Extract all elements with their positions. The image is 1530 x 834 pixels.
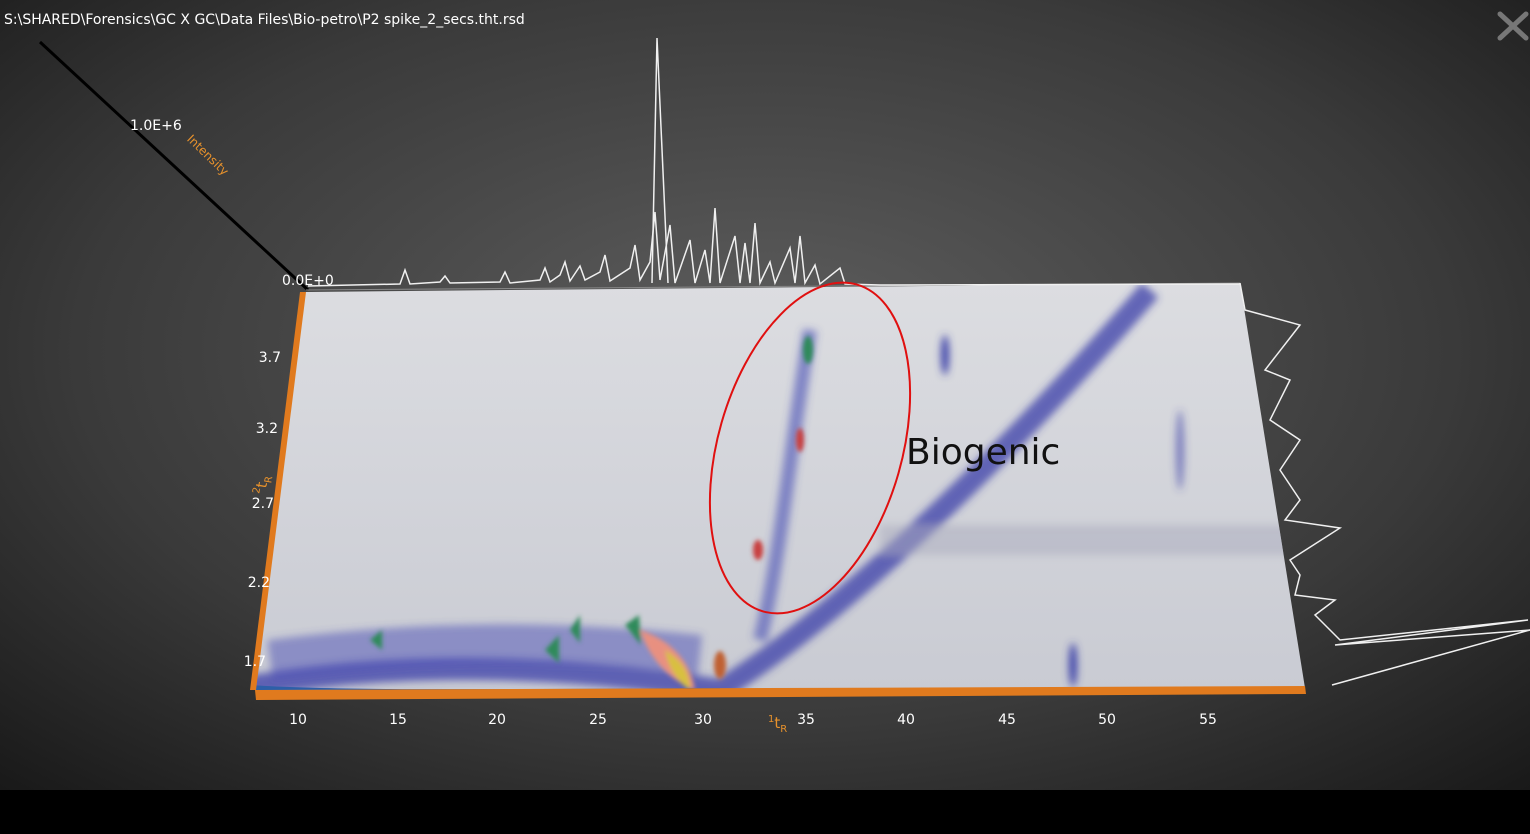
settings-icon[interactable] — [1497, 11, 1529, 41]
x-tick-label: 30 — [694, 712, 712, 728]
y-label-main: t — [252, 480, 271, 489]
x-tick-label: 20 — [488, 712, 506, 728]
x-tick-label: 15 — [389, 712, 407, 728]
projection-peak-major — [651, 37, 669, 284]
x-tick-label: 50 — [1098, 712, 1116, 728]
file-path: S:\SHARED\Forensics\GC X GC\Data Files\B… — [4, 12, 525, 28]
intensity-tick-label: 0.0E+0 — [282, 273, 334, 289]
y-label-sub: R — [263, 475, 275, 484]
y-axis-bar — [250, 292, 306, 690]
intensity-tick-label: 1.0E+6 — [130, 118, 182, 134]
x-tick-label: 25 — [589, 712, 607, 728]
y-tick-label: 1.7 — [244, 654, 266, 670]
bottom-bar — [0, 790, 1530, 834]
x-tick-label: 40 — [897, 712, 915, 728]
y-label-sup: 2 — [251, 486, 263, 494]
x-label-main: t — [774, 714, 780, 732]
x-tick-label: 55 — [1199, 712, 1217, 728]
y-tick-label: 2.2 — [248, 575, 270, 591]
x-tick-label: 10 — [289, 712, 307, 728]
x-tick-label: 45 — [998, 712, 1016, 728]
x-axis-label: 1tR — [768, 714, 787, 735]
intensity-axis — [38, 40, 310, 292]
x-label-sup: 1 — [768, 714, 774, 725]
x-axis-bar — [255, 686, 1306, 700]
y-tick-label: 2.7 — [252, 496, 274, 512]
y-tick-label: 3.7 — [259, 350, 281, 366]
projection-trace-right — [1239, 282, 1530, 686]
projection-trace-top — [307, 207, 1241, 287]
x-label-sub: R — [780, 724, 787, 735]
annotation-ellipse — [708, 281, 912, 615]
y-axis-label: 2tR — [251, 474, 275, 497]
x-tick-label: 35 — [797, 712, 815, 728]
y-tick-label: 3.2 — [256, 421, 278, 437]
annotation-label: Biogenic — [906, 432, 1060, 473]
